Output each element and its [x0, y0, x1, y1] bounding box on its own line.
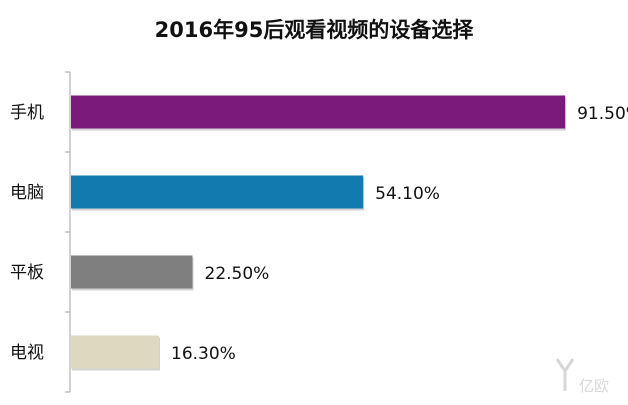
bar-3: [71, 335, 160, 369]
bar-0: [71, 95, 566, 129]
category-label: 电视: [10, 343, 44, 363]
bar-2: [71, 255, 193, 289]
value-label: 22.50%: [205, 264, 270, 284]
value-label: 54.10%: [375, 184, 440, 204]
y-axis-ticks: [65, 71, 70, 393]
bars: [71, 95, 567, 371]
value-label: 16.30%: [171, 344, 236, 364]
category-label: 电脑: [10, 183, 44, 203]
yiou-logo-icon: 亿欧: [553, 355, 623, 397]
value-label: 91.50%: [577, 104, 628, 124]
category-label: 平板: [10, 263, 44, 283]
value-labels: 91.50% 54.10% 22.50% 16.30%: [171, 104, 628, 364]
category-label: 手机: [10, 103, 44, 123]
chart-title: 2016年95后观看视频的设备选择: [154, 18, 474, 42]
watermark-text: 亿欧: [579, 377, 609, 395]
bar-1: [71, 175, 364, 209]
